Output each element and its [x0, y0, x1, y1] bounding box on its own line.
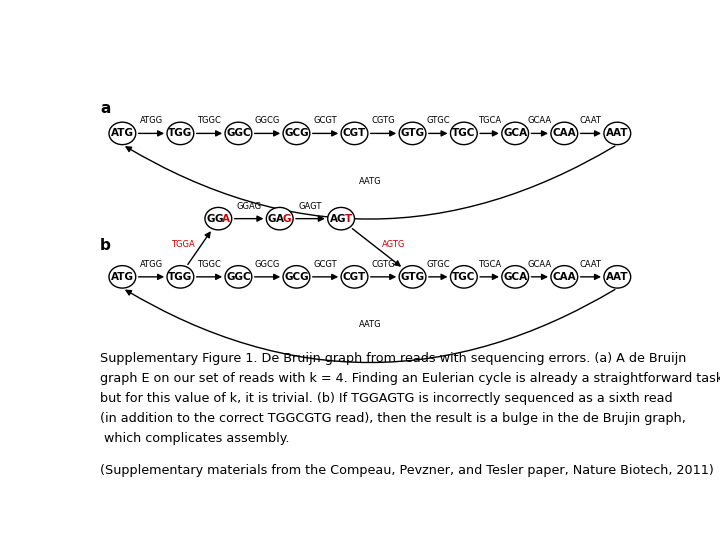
Ellipse shape	[502, 266, 528, 288]
Ellipse shape	[225, 266, 252, 288]
Text: which complicates assembly.: which complicates assembly.	[100, 431, 289, 444]
Text: a: a	[100, 101, 110, 116]
Text: ATGG: ATGG	[140, 117, 163, 125]
Ellipse shape	[167, 122, 194, 145]
Ellipse shape	[283, 266, 310, 288]
Text: CGT: CGT	[343, 129, 366, 138]
Text: GGAG: GGAG	[236, 201, 261, 211]
Ellipse shape	[225, 122, 252, 145]
Ellipse shape	[451, 266, 477, 288]
Text: GGCG: GGCG	[255, 117, 280, 125]
Ellipse shape	[266, 207, 293, 230]
Ellipse shape	[341, 266, 368, 288]
Text: G: G	[207, 214, 215, 224]
Ellipse shape	[283, 122, 310, 145]
Text: Supplementary Figure 1. De Bruijn graph from reads with sequencing errors. (a) A: Supplementary Figure 1. De Bruijn graph …	[100, 352, 686, 365]
Text: TGGC: TGGC	[197, 260, 221, 269]
Text: TGCA: TGCA	[478, 260, 501, 269]
Text: TGG: TGG	[168, 272, 192, 282]
Text: GCA: GCA	[503, 129, 527, 138]
Text: AATG: AATG	[359, 320, 381, 329]
Ellipse shape	[109, 122, 136, 145]
Text: GCAA: GCAA	[528, 260, 552, 269]
Text: GTG: GTG	[400, 272, 425, 282]
Ellipse shape	[451, 122, 477, 145]
Ellipse shape	[341, 122, 368, 145]
Text: (Supplementary materials from the Compeau, Pevzner, and Tesler paper, Nature Bio: (Supplementary materials from the Compea…	[100, 464, 714, 477]
Text: TGG: TGG	[168, 129, 192, 138]
Ellipse shape	[205, 207, 232, 230]
Text: AGTG: AGTG	[382, 240, 405, 249]
Text: GAGT: GAGT	[299, 201, 322, 211]
Ellipse shape	[109, 266, 136, 288]
Text: ATGG: ATGG	[140, 260, 163, 269]
Text: GCGT: GCGT	[314, 260, 337, 269]
Text: G: G	[268, 214, 276, 224]
Text: CGT: CGT	[343, 272, 366, 282]
Text: GGCG: GGCG	[255, 260, 280, 269]
Text: ATG: ATG	[111, 129, 134, 138]
Ellipse shape	[328, 207, 354, 230]
Text: TGGC: TGGC	[197, 117, 221, 125]
Text: CAAT: CAAT	[580, 117, 602, 125]
Ellipse shape	[551, 122, 577, 145]
Text: GTGC: GTGC	[426, 117, 450, 125]
Text: GGC: GGC	[226, 272, 251, 282]
Text: A: A	[330, 214, 338, 224]
Text: G: G	[337, 214, 346, 224]
Text: CAAT: CAAT	[580, 260, 602, 269]
Text: AATG: AATG	[359, 177, 381, 186]
Text: CAA: CAA	[552, 272, 576, 282]
Text: ATG: ATG	[111, 272, 134, 282]
Text: GGC: GGC	[226, 129, 251, 138]
Text: CGTG: CGTG	[372, 260, 395, 269]
Text: TGC: TGC	[452, 272, 475, 282]
Ellipse shape	[167, 266, 194, 288]
Text: b: b	[100, 238, 111, 253]
Text: (in addition to the correct TGGCGTG read), then the result is a bulge in the de : (in addition to the correct TGGCGTG read…	[100, 411, 686, 424]
Text: A: A	[222, 214, 230, 224]
Text: graph E on our set of reads with k = 4. Finding an Eulerian cycle is already a s: graph E on our set of reads with k = 4. …	[100, 372, 720, 384]
Text: G: G	[283, 214, 292, 224]
Text: A: A	[276, 214, 284, 224]
Ellipse shape	[604, 266, 631, 288]
Text: T: T	[345, 214, 352, 224]
Text: but for this value of k, it is trivial. (b) If TGGAGTG is incorrectly sequenced : but for this value of k, it is trivial. …	[100, 392, 672, 404]
Text: GCGT: GCGT	[314, 117, 337, 125]
Text: GCG: GCG	[284, 129, 309, 138]
Text: GCAA: GCAA	[528, 117, 552, 125]
Text: TGGA: TGGA	[171, 240, 194, 249]
Ellipse shape	[551, 266, 577, 288]
Ellipse shape	[399, 122, 426, 145]
Text: GTG: GTG	[400, 129, 425, 138]
Ellipse shape	[399, 266, 426, 288]
Text: CAA: CAA	[552, 129, 576, 138]
Text: TGC: TGC	[452, 129, 475, 138]
Text: G: G	[214, 214, 222, 224]
Text: AAT: AAT	[606, 129, 629, 138]
Ellipse shape	[502, 122, 528, 145]
Text: GCA: GCA	[503, 272, 527, 282]
Text: AAT: AAT	[606, 272, 629, 282]
Ellipse shape	[604, 122, 631, 145]
Text: TGCA: TGCA	[478, 117, 501, 125]
Text: GCG: GCG	[284, 272, 309, 282]
Text: CGTG: CGTG	[372, 117, 395, 125]
Text: GTGC: GTGC	[426, 260, 450, 269]
